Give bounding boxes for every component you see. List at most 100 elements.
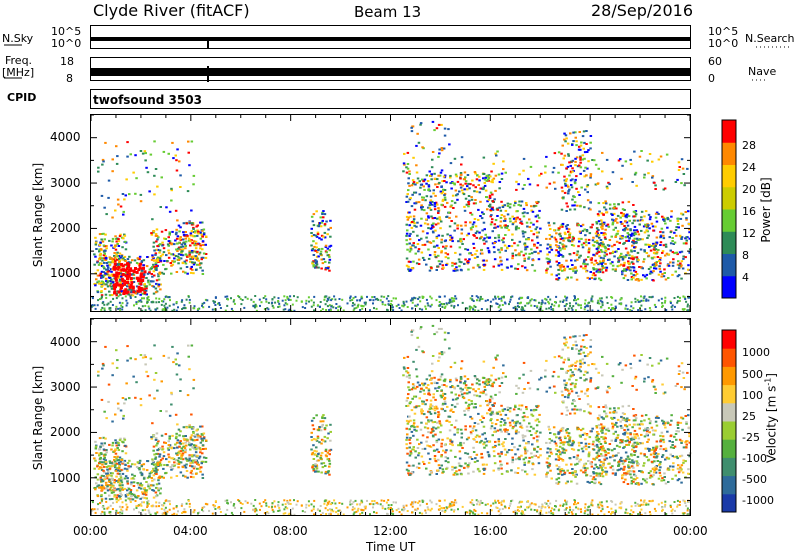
power-cell xyxy=(127,263,131,267)
power-cell xyxy=(320,234,324,237)
power-cell xyxy=(464,221,467,224)
power-cell xyxy=(630,261,634,264)
velocity-cell xyxy=(127,465,130,468)
power-cell xyxy=(182,233,186,236)
power-cell xyxy=(567,228,571,231)
velocity-cell xyxy=(446,405,449,408)
velocity-cell xyxy=(200,462,203,465)
power-cell xyxy=(152,292,156,295)
power-cell xyxy=(486,299,489,302)
power-cell xyxy=(351,299,354,301)
power-cell xyxy=(455,175,458,178)
velocity-cell xyxy=(433,406,437,408)
power-cell xyxy=(432,240,435,243)
velocity-cell xyxy=(483,385,486,388)
power-cell xyxy=(472,266,475,269)
power-cell xyxy=(483,228,486,231)
power-cell xyxy=(544,165,547,168)
power-cell xyxy=(651,225,655,228)
power-cell xyxy=(606,302,609,304)
power-cell xyxy=(183,306,186,309)
power-cell xyxy=(114,264,118,267)
velocity-cell xyxy=(443,384,446,386)
power-cell xyxy=(469,183,472,186)
power-cell xyxy=(671,304,674,307)
power-cell xyxy=(122,237,125,240)
power-cell xyxy=(411,193,414,196)
power-cell xyxy=(657,249,660,251)
power-cell xyxy=(619,235,622,237)
power-cell xyxy=(98,233,102,236)
power-cell xyxy=(527,237,530,239)
velocity-cell xyxy=(482,390,485,393)
power-cell xyxy=(137,282,141,285)
power-cell xyxy=(596,182,600,185)
power-cell xyxy=(583,157,586,160)
velocity-cell xyxy=(316,437,320,440)
power-cell xyxy=(388,304,391,306)
power-cell xyxy=(120,286,123,290)
velocity-cell xyxy=(474,429,478,432)
velocity-cell xyxy=(441,403,445,406)
velocity-cell xyxy=(443,444,447,447)
velocity-cell xyxy=(410,334,414,337)
velocity-cell xyxy=(143,496,147,499)
velocity-cell xyxy=(469,415,472,418)
power-cell xyxy=(476,255,479,258)
velocity-cell xyxy=(154,456,158,459)
power-cell xyxy=(673,305,676,308)
power-cell xyxy=(329,219,332,222)
velocity-cell xyxy=(111,498,114,500)
power-cell xyxy=(595,247,599,250)
power-cell xyxy=(667,277,670,279)
power-cell xyxy=(540,172,543,175)
velocity-cell xyxy=(100,495,103,498)
velocity-cell xyxy=(502,445,505,448)
power-cell xyxy=(154,259,157,262)
power-cell xyxy=(150,258,154,261)
power-cell xyxy=(590,277,594,279)
velocity-cell xyxy=(99,457,102,460)
power-cell xyxy=(445,215,449,218)
velocity-cell xyxy=(194,444,198,447)
power-cell xyxy=(126,276,130,280)
velocity-cell xyxy=(527,460,531,463)
power-cell xyxy=(407,189,410,192)
power-cell xyxy=(631,255,634,258)
velocity-cell xyxy=(146,460,149,462)
velocity-cell xyxy=(472,406,476,409)
power-cell xyxy=(321,219,324,222)
velocity-cell xyxy=(435,473,438,475)
velocity-cell xyxy=(421,410,424,412)
velocity-cell xyxy=(170,457,173,460)
power-cell xyxy=(186,234,189,237)
power-cell xyxy=(610,212,613,215)
velocity-cell xyxy=(488,407,492,410)
power-cell xyxy=(103,267,106,270)
power-cell xyxy=(449,182,452,185)
power-cell xyxy=(467,201,470,203)
velocity-cell xyxy=(503,408,506,411)
power-cell xyxy=(474,253,477,256)
velocity-cell xyxy=(521,436,525,439)
power-cell xyxy=(614,305,617,308)
power-cell xyxy=(579,158,582,161)
velocity-cell xyxy=(459,442,462,445)
power-cell xyxy=(544,297,547,300)
velocity-cell xyxy=(114,468,118,471)
power-cell xyxy=(443,307,446,309)
velocity-cell xyxy=(116,459,119,462)
velocity-cell xyxy=(510,449,514,452)
power-cell xyxy=(145,265,149,268)
velocity-cell xyxy=(187,443,191,446)
power-cell xyxy=(293,295,295,298)
power-cell xyxy=(579,155,582,158)
power-cell xyxy=(352,309,355,312)
power-cell xyxy=(527,302,530,305)
power-cell xyxy=(150,232,153,235)
power-cell xyxy=(436,265,439,268)
power-cell xyxy=(438,218,442,221)
velocity-cell xyxy=(431,434,435,437)
power-cell xyxy=(201,235,204,238)
velocity-cell xyxy=(98,461,102,464)
